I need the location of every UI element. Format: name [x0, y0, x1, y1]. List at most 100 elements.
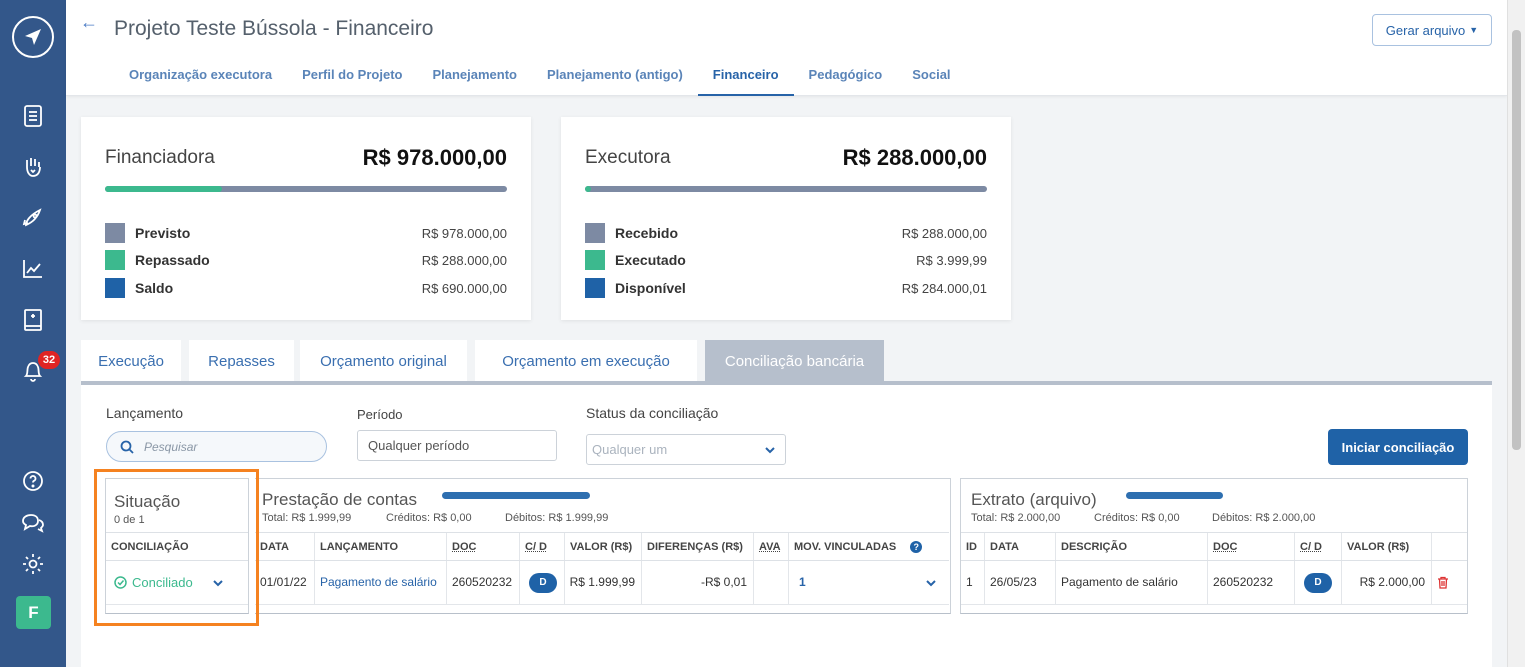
- lancamento-label: Lançamento: [106, 405, 184, 421]
- mov-count: 1: [799, 575, 806, 589]
- legend-value: R$ 288.000,00: [421, 252, 507, 268]
- row-data: 26/05/23: [985, 561, 1056, 604]
- column-header: C/ D: [520, 533, 565, 560]
- gear-icon[interactable]: [18, 549, 48, 579]
- generate-file-button[interactable]: Gerar arquivo ▼: [1372, 14, 1492, 46]
- extrato-debitos: Débitos: R$ 2.000,00: [1212, 512, 1316, 524]
- tab-perfil[interactable]: Perfil do Projeto: [302, 67, 403, 82]
- extrato-title: Extrato (arquivo): [971, 490, 1097, 509]
- chat-icon[interactable]: [18, 508, 48, 538]
- situacao-cell: Conciliado: [106, 561, 248, 604]
- back-arrow-icon[interactable]: ←: [80, 12, 98, 32]
- section-tabs: Execução Repasses Orçamento original Orç…: [81, 340, 1492, 382]
- table-row: 1 26/05/23 Pagamento de salário 26052023…: [961, 561, 1467, 605]
- prestacao-header-row: DATA LANÇAMENTO DOC C/ D VALOR (R$) DIFE…: [255, 532, 949, 561]
- start-reconciliation-button[interactable]: Iniciar conciliação: [1328, 429, 1468, 465]
- legend-label: Recebido: [615, 225, 679, 241]
- column-header: DESCRIÇÃO: [1056, 533, 1208, 560]
- avatar[interactable]: F: [16, 596, 51, 629]
- extrato-total: Total: R$ 2.000,00: [971, 512, 1061, 524]
- caret-down-icon: ▼: [1469, 25, 1479, 35]
- row-doc: 260520232: [1208, 561, 1295, 604]
- chevron-down-icon[interactable]: [924, 576, 938, 590]
- trash-icon[interactable]: [1437, 576, 1449, 589]
- compass-logo-icon[interactable]: [12, 16, 54, 58]
- tab-organizacao[interactable]: Organização executora: [129, 67, 273, 82]
- nav-tabs: Organização executora Perfil do Projeto …: [114, 56, 966, 96]
- financiadora-progress-fill: [105, 186, 222, 192]
- executora-title: Executora: [585, 147, 671, 168]
- tab-planejamento-antigo[interactable]: Planejamento (antigo): [547, 67, 683, 82]
- column-header: LANÇAMENTO: [315, 533, 447, 560]
- chevron-down-icon[interactable]: [211, 576, 225, 590]
- help-icon[interactable]: [18, 466, 48, 496]
- tab-conciliacao-bancaria[interactable]: Conciliação bancária: [705, 340, 884, 382]
- debit-pill: D: [529, 572, 557, 593]
- rocket-icon[interactable]: [18, 203, 48, 233]
- legend-value: R$ 3.999,99: [916, 252, 987, 268]
- legend-row-saldo: Saldo R$ 690.000,00: [105, 278, 507, 298]
- executora-total: R$ 288.000,00: [842, 145, 987, 170]
- debit-pill: D: [1304, 572, 1332, 593]
- legend-label: Executado: [615, 252, 686, 268]
- sidebar: 32 F: [0, 0, 66, 667]
- extrato-header-row: ID DATA DESCRIÇÃO DOC C/ D VALOR (R$): [961, 532, 1467, 561]
- financiadora-card: Financiadora R$ 978.000,00 Previsto R$ 9…: [81, 117, 531, 320]
- search-icon: [120, 440, 134, 454]
- legend-label: Previsto: [135, 225, 191, 241]
- tab-repasses[interactable]: Repasses: [189, 340, 294, 382]
- document-icon[interactable]: [18, 101, 48, 131]
- legend-swatch: [105, 250, 125, 270]
- column-header: MOV. VINCULADAS: [794, 540, 897, 553]
- tab-financeiro[interactable]: Financeiro: [697, 56, 794, 96]
- prestacao-debitos: Débitos: R$ 1.999,99: [505, 512, 609, 524]
- status-label: Status da conciliação: [586, 405, 719, 421]
- row-valor: R$ 1.999,99: [565, 561, 642, 604]
- column-header: VALOR (R$): [565, 533, 642, 560]
- page-scrollbar[interactable]: [1507, 0, 1525, 667]
- column-header: C/ D: [1295, 533, 1342, 560]
- search-input[interactable]: Pesquisar: [106, 431, 327, 462]
- status-select[interactable]: Qualquer um: [586, 434, 786, 465]
- legend-label: Repassado: [135, 252, 210, 268]
- situacao-count: 0 de 1: [114, 514, 145, 526]
- legend-value: R$ 978.000,00: [421, 225, 507, 241]
- row-diferencas: -R$ 0,01: [642, 561, 754, 604]
- scroll-thumb[interactable]: [1512, 30, 1521, 450]
- column-header: VALOR (R$): [1342, 533, 1432, 560]
- situacao-header-row: CONCILIAÇÃO: [106, 532, 248, 561]
- bell-icon[interactable]: [18, 356, 48, 386]
- row-ava: [754, 561, 789, 604]
- row-actions: [1432, 561, 1467, 604]
- financiadora-title: Financiadora: [105, 147, 215, 168]
- row-descricao: Pagamento de salário: [1056, 561, 1208, 604]
- periodo-field[interactable]: Qualquer período: [357, 430, 557, 461]
- column-header: DATA: [255, 533, 315, 560]
- tab-execucao[interactable]: Execução: [81, 340, 181, 382]
- status-value: Qualquer um: [592, 442, 668, 457]
- row-lancamento-link[interactable]: Pagamento de salário: [315, 561, 447, 604]
- column-header: CONCILIAÇÃO: [111, 541, 189, 553]
- section-tabs-divider: [81, 381, 1492, 385]
- book-icon[interactable]: [18, 305, 48, 335]
- row-mov: 1: [789, 561, 949, 604]
- table-row: Conciliado: [106, 561, 248, 605]
- tab-planejamento[interactable]: Planejamento: [432, 67, 517, 82]
- executora-progress-fill: [585, 186, 591, 192]
- chevron-down-icon: [765, 447, 775, 454]
- help-circle-icon[interactable]: ?: [910, 540, 923, 553]
- financiadora-total: R$ 978.000,00: [362, 145, 507, 170]
- prestacao-total: Total: R$ 1.999,99: [262, 512, 352, 524]
- hand-heart-icon[interactable]: [18, 152, 48, 182]
- tab-social[interactable]: Social: [912, 67, 951, 82]
- financiadora-progress-bar: [105, 186, 507, 192]
- search-placeholder: Pesquisar: [144, 439, 198, 454]
- chart-icon[interactable]: [18, 254, 48, 284]
- tab-pedagogico[interactable]: Pedagógico: [808, 67, 883, 82]
- tab-orcamento-execucao[interactable]: Orçamento em execução: [475, 340, 697, 382]
- tab-orcamento-original[interactable]: Orçamento original: [300, 340, 467, 382]
- column-header: DATA: [985, 533, 1056, 560]
- legend-swatch: [105, 278, 125, 298]
- column-header: DIFERENÇAS (R$): [642, 533, 754, 560]
- situacao-table: Situação 0 de 1 CONCILIAÇÃO Conciliado: [105, 478, 249, 614]
